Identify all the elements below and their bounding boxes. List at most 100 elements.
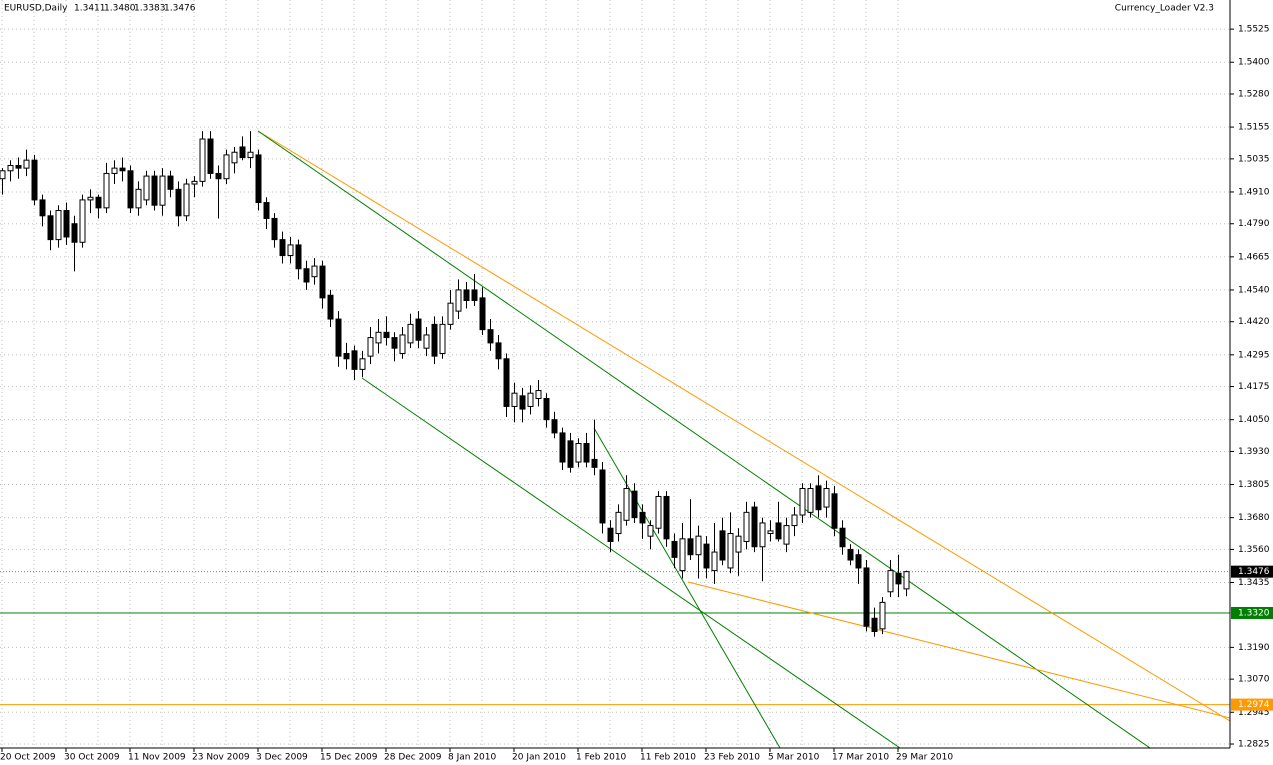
y-tick-label: 1.4665 [1238,252,1270,262]
candle-body [207,138,214,174]
candle-body [559,432,566,463]
candle-body [591,458,598,468]
y-tick-label: 1.5035 [1238,154,1270,164]
candle-body [415,318,422,341]
y-tick-label: 1.4175 [1238,382,1270,392]
x-tick-label: 20 Oct 2009 [0,753,56,763]
candle-body [407,323,414,344]
candle-body [807,488,814,513]
candle-body [623,488,630,521]
x-tick-label: 15 Dec 2009 [320,753,378,763]
candle-body [487,329,494,344]
ohlc-open: 1.3411 [74,4,106,14]
y-tick-label: 1.5400 [1238,58,1270,68]
candle-body [511,392,518,407]
candle-body [711,551,718,572]
candle-body [599,469,606,524]
candle-body [647,525,654,537]
candle-body [167,175,174,190]
candle-body [143,175,150,201]
y-tick-label: 1.4910 [1238,187,1270,197]
candle-body [783,525,790,545]
candle-body [655,495,662,529]
candle-body [63,209,70,238]
candle-body [175,188,182,217]
candle-body [695,535,702,556]
candle-body [607,527,614,542]
candle-body [423,334,430,349]
x-tick-label: 8 Jan 2010 [448,753,496,763]
candle-body [159,175,166,206]
candle-body [615,511,622,535]
candle-body [751,506,758,548]
trendline [593,427,781,748]
candle-body [895,572,902,585]
trendline [257,130,1230,722]
y-tick-label: 1.3680 [1238,513,1270,523]
candle-body [239,146,246,159]
candle-body [375,331,382,344]
candle-body [87,196,94,201]
candle-body [703,543,710,569]
candle-body [359,358,366,370]
y-tick-label: 1.4790 [1238,219,1270,229]
candle-body [799,488,806,516]
ohlc-high: 1.3480 [104,4,136,14]
y-tick-label: 1.2825 [1238,740,1270,750]
candle-body [351,350,358,370]
candle-body [15,164,22,169]
candles [0,131,910,637]
candle-body [479,297,486,331]
y-tick-label: 1.3435 [1238,578,1270,588]
y-tick-label: 1.4420 [1238,317,1270,327]
candle-body [839,527,846,548]
x-tick-label: 11 Nov 2009 [128,753,186,763]
candle-body [223,154,230,180]
candle-body [111,167,118,174]
candle-body [583,443,590,463]
candle-body [519,395,526,410]
candle-body [815,485,822,511]
candle-body [271,217,278,241]
candle-body [575,443,582,463]
candle-body [0,170,6,180]
candle-body [295,244,302,270]
candle-body [319,265,326,299]
candle-body [383,331,390,339]
x-tick-label: 3 Dec 2009 [256,753,308,763]
candle-body [127,170,134,209]
ohlc-close: 1.3476 [164,4,196,14]
candle-body [23,159,30,169]
candle-body [391,337,398,349]
candle-body [527,392,534,407]
candle-body [231,151,238,164]
candle-body [719,530,726,561]
candle-body [79,199,86,243]
candle-body [639,511,646,524]
candle-body [103,172,110,209]
y-tick-label: 1.3560 [1238,545,1270,555]
price-level-label: 1.3476 [1238,567,1270,577]
y-tick-label: 1.5280 [1238,89,1270,99]
candle-body [95,196,102,209]
candle-body [199,138,206,182]
candle-body [39,199,46,217]
price-level-box [1231,565,1273,578]
y-tick-label: 1.3805 [1238,480,1270,490]
candle-body [503,358,510,407]
y-tick-label: 1.4540 [1238,285,1270,295]
trendline [361,377,901,748]
candle-body [879,601,886,630]
candle-body [767,530,774,535]
candle-body [535,390,542,399]
candle-body [551,419,558,434]
candle-body [135,188,142,209]
candle-body [71,223,78,243]
y-tick-label: 1.3070 [1238,675,1270,685]
y-tick-label: 1.3930 [1238,447,1270,457]
candle-body [663,495,670,540]
candle-body [311,265,318,278]
candle-body [567,440,574,468]
candle-body [727,533,734,569]
candle-body [247,151,254,159]
